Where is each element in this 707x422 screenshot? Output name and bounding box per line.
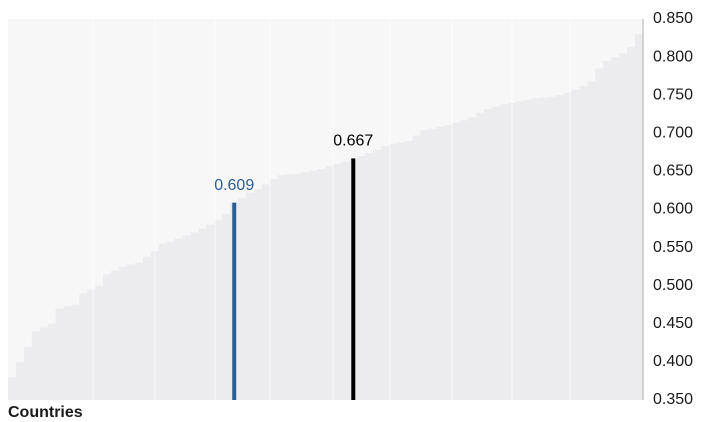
bar xyxy=(111,270,120,400)
y-tick-label: 0.550 xyxy=(653,239,693,256)
bar xyxy=(531,98,541,401)
bar xyxy=(595,68,604,400)
bar xyxy=(396,142,406,400)
bar xyxy=(285,174,295,400)
bar xyxy=(444,124,453,400)
highlight-label: 0.609 xyxy=(214,177,254,194)
bar xyxy=(277,175,287,400)
y-tick-label: 0.850 xyxy=(653,10,693,27)
bar xyxy=(404,140,414,401)
bar xyxy=(627,47,636,400)
bar xyxy=(333,163,342,400)
bar xyxy=(484,108,493,400)
bar xyxy=(555,95,565,400)
bar xyxy=(373,150,382,400)
y-tick-label: 0.400 xyxy=(653,353,693,370)
y-tick-label: 0.350 xyxy=(653,391,693,408)
bar xyxy=(55,308,64,400)
bar xyxy=(539,97,549,401)
bar xyxy=(365,153,374,400)
y-tick-label: 0.500 xyxy=(653,277,693,294)
bar xyxy=(158,243,168,400)
bar xyxy=(23,346,33,400)
bar xyxy=(547,96,557,400)
y-tick-label: 0.600 xyxy=(653,201,693,218)
bar xyxy=(452,122,461,400)
bar xyxy=(8,377,17,400)
bar xyxy=(214,220,223,400)
bar xyxy=(174,238,184,400)
bar xyxy=(579,86,588,400)
highlight-bar xyxy=(232,202,237,400)
bar xyxy=(47,323,57,400)
bar xyxy=(254,188,263,400)
y-tick-label: 0.800 xyxy=(653,48,693,65)
bar xyxy=(563,92,572,400)
bar xyxy=(262,184,271,400)
bar xyxy=(166,241,176,400)
bar xyxy=(39,327,49,400)
highlight-label: 0.667 xyxy=(333,133,373,150)
bar xyxy=(198,228,207,400)
bar xyxy=(587,81,596,400)
bar xyxy=(119,266,128,400)
bar xyxy=(190,232,199,400)
x-axis-label: Countries xyxy=(8,404,83,421)
bar xyxy=(222,214,231,400)
bar xyxy=(389,143,398,400)
bar xyxy=(269,179,279,400)
bar xyxy=(293,173,303,400)
bar xyxy=(71,304,80,400)
bar xyxy=(611,57,620,400)
bar xyxy=(476,112,485,400)
bar xyxy=(87,289,96,400)
bar xyxy=(341,161,350,400)
bar xyxy=(182,235,191,400)
bar xyxy=(500,104,509,401)
bar xyxy=(436,126,445,400)
bar xyxy=(309,170,318,400)
bar xyxy=(460,120,469,400)
bar xyxy=(635,34,644,401)
bar xyxy=(412,135,422,400)
bar xyxy=(238,198,247,400)
bar xyxy=(325,166,334,400)
bar xyxy=(301,172,311,400)
bar xyxy=(206,224,215,400)
bar xyxy=(135,262,144,400)
bar xyxy=(468,117,477,400)
bar xyxy=(127,264,136,400)
bar xyxy=(523,99,533,400)
bar xyxy=(357,156,366,400)
bar xyxy=(420,130,430,400)
y-tick-label: 0.700 xyxy=(653,125,693,142)
bar xyxy=(103,274,112,400)
y-tick-label: 0.750 xyxy=(653,86,693,103)
y-tick-label: 0.650 xyxy=(653,163,693,180)
bar xyxy=(95,285,104,400)
bar xyxy=(246,192,255,400)
bar xyxy=(619,53,628,400)
highlight-bar xyxy=(351,158,356,400)
y-tick-label: 0.450 xyxy=(653,315,693,332)
bar xyxy=(79,293,88,400)
bar xyxy=(571,89,580,400)
bar xyxy=(516,101,525,401)
bar xyxy=(603,60,612,400)
bar xyxy=(317,169,326,400)
bar xyxy=(428,128,438,400)
plot xyxy=(8,19,644,401)
bar xyxy=(492,106,501,400)
bar xyxy=(381,146,390,400)
bar xyxy=(63,306,72,400)
bar xyxy=(15,361,25,400)
bar xyxy=(31,331,41,400)
bar xyxy=(142,256,152,400)
